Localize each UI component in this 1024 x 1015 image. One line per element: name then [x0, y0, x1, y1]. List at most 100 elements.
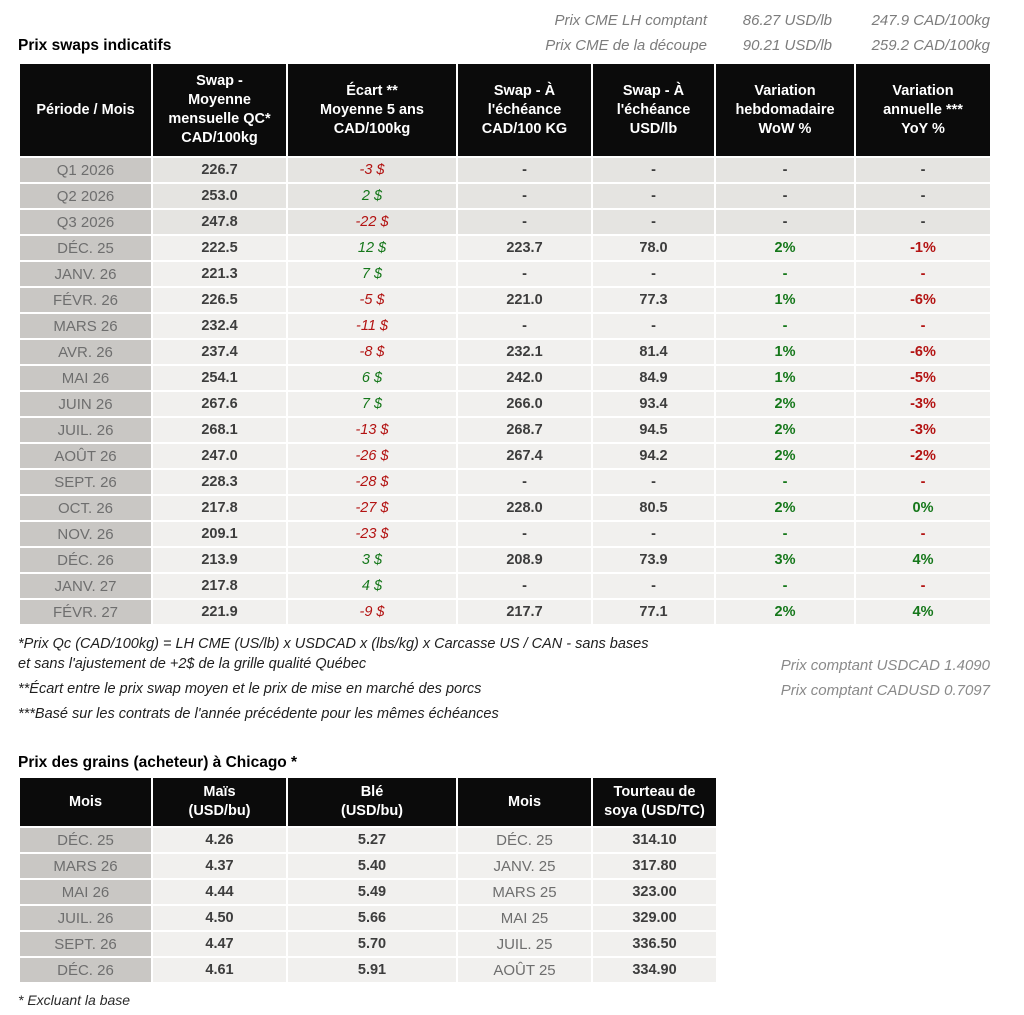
swap-avg-cell: 217.8: [151, 494, 288, 522]
mois-soya-cell: AOÛT 25: [456, 956, 593, 984]
swap-echeance-cad-cell: 208.9: [456, 546, 593, 574]
swap-avg-cell: 228.3: [151, 468, 288, 496]
column-header: Écart ** Moyenne 5 ans CAD/100kg: [286, 62, 458, 158]
swap-avg-cell: 237.4: [151, 338, 288, 366]
grains-header-row: Mois Maïs (USD/bu) Blé (USD/bu) Mois Tourtea…: [18, 776, 718, 828]
yoy-cell: -: [854, 312, 992, 340]
yoy-cell: -: [854, 520, 992, 548]
tourteau-cell: 314.10: [591, 826, 718, 854]
swaps-row: FÉVR. 27 221.9 -9 $217.7 77.1 2% 4%: [18, 598, 992, 626]
swap-echeance-usd-cell: 84.9: [591, 364, 716, 392]
column-header: Maïs (USD/bu): [151, 776, 288, 828]
swap-echeance-cad-cell: 267.4: [456, 442, 593, 470]
footnote-row-1: *Prix Qc (CAD/100kg) = LH CME (US/lb) x …: [18, 634, 990, 674]
spot-usdcad: Prix comptant USDCAD 1.4090: [780, 657, 990, 674]
swap-echeance-usd-cell: -: [591, 208, 716, 236]
swap-echeance-cad-cell: -: [456, 156, 593, 184]
column-header: Variation annuelle *** YoY %: [854, 62, 992, 158]
yoy-cell: -1%: [854, 234, 992, 262]
yoy-cell: -3%: [854, 416, 992, 444]
swap-echeance-cad-cell: 268.7: [456, 416, 593, 444]
ecart-cell: -8 $: [286, 338, 458, 366]
swaps-header-row: Période / Mois Swap - Moyenne mensuelle Q…: [18, 62, 992, 158]
grains-title: Prix des grains (acheteur) à Chicago *: [18, 754, 298, 771]
mois-cell: DÉC. 26: [18, 956, 153, 984]
wow-cell: 3%: [714, 546, 856, 574]
swap-echeance-cad-cell: 232.1: [456, 338, 593, 366]
cme-decoupe-usd-value: 90.21 USD/lb: [742, 37, 832, 54]
swap-echeance-cad-cell: -: [456, 520, 593, 548]
grains-row: SEPT. 26 4.47 5.70 JUIL. 25 336.50: [18, 930, 718, 958]
mois-soya-cell: DÉC. 25: [456, 826, 593, 854]
swap-echeance-usd-cell: -: [591, 520, 716, 548]
mais-cell: 4.44: [151, 878, 288, 906]
swaps-body: Q1 2026 226.7 -3 $ - - - - Q2 2026 253.0 2 $ - - - - Q…: [18, 156, 992, 626]
grains-base-note: * Excluant la base: [18, 992, 131, 1008]
ecart-cell: -5 $: [286, 286, 458, 314]
yoy-cell: -: [854, 182, 992, 210]
yoy-cell: 4%: [854, 598, 992, 626]
mois-cell: JUIL. 26: [18, 904, 153, 932]
wow-cell: 2%: [714, 390, 856, 418]
swap-avg-cell: 267.6: [151, 390, 288, 418]
period-cell: SEPT. 26: [18, 468, 153, 496]
tourteau-cell: 334.90: [591, 956, 718, 984]
column-header: Swap - À l'échéance CAD/100 KG: [456, 62, 593, 158]
footnote-row-2: **Écart entre le prix swap moyen et le p…: [18, 679, 990, 699]
ecart-cell: -27 $: [286, 494, 458, 522]
period-cell: Q3 2026: [18, 208, 153, 236]
swap-avg-cell: 254.1: [151, 364, 288, 392]
ble-cell: 5.66: [286, 904, 458, 932]
footnote-yoy: ***Basé sur les contrats de l'année préc…: [18, 706, 499, 722]
mois-soya-cell: JANV. 25: [456, 852, 593, 880]
grains-row: DÉC. 26 4.61 5.91 AOÛT 25 334.90: [18, 956, 718, 984]
swap-echeance-usd-cell: 81.4: [591, 338, 716, 366]
cme-lh-label: Prix CME LH comptant: [554, 12, 707, 29]
ecart-cell: -3 $: [286, 156, 458, 184]
period-cell: MARS 26: [18, 312, 153, 340]
ecart-cell: 7 $: [286, 390, 458, 418]
report-page: Prix CME LH comptant 86.27 USD/lb 247.9 …: [18, 0, 992, 1008]
ble-cell: 5.27: [286, 826, 458, 854]
footnote-price-formula: *Prix Qc (CAD/100kg) = LH CME (US/lb) x …: [18, 636, 649, 672]
mais-cell: 4.47: [151, 930, 288, 958]
swaps-row: JUIN 26 267.6 7 $266.0 93.4 2% -3%: [18, 390, 992, 418]
swaps-row: OCT. 26 217.8 -27 $228.0 80.5 2% 0%: [18, 494, 992, 522]
ecart-cell: -26 $: [286, 442, 458, 470]
wow-cell: -: [714, 312, 856, 340]
period-cell: NOV. 26: [18, 520, 153, 548]
swaps-row: MARS 26 232.4 -11 $ - - - -: [18, 312, 992, 340]
yoy-cell: -6%: [854, 286, 992, 314]
swaps-row: MAI 26 254.1 6 $242.0 84.9 1% -5%: [18, 364, 992, 392]
yoy-cell: -3%: [854, 390, 992, 418]
footnote-ecart: **Écart entre le prix swap moyen et le p…: [18, 681, 482, 697]
mais-cell: 4.37: [151, 852, 288, 880]
swap-avg-cell: 247.8: [151, 208, 288, 236]
grains-row: MAI 26 4.44 5.49 MARS 25 323.00: [18, 878, 718, 906]
period-cell: AVR. 26: [18, 338, 153, 366]
column-header: Swap - À l'échéance USD/lb: [591, 62, 716, 158]
period-cell: JANV. 26: [18, 260, 153, 288]
swaps-row: DÉC. 26 213.9 3 $208.9 73.9 3% 4%: [18, 546, 992, 574]
swap-echeance-usd-cell: -: [591, 182, 716, 210]
wow-cell: 1%: [714, 338, 856, 366]
swap-echeance-usd-cell: -: [591, 572, 716, 600]
swaps-row: Q2 2026 253.0 2 $ - - - -: [18, 182, 992, 210]
swap-avg-cell: 226.5: [151, 286, 288, 314]
period-cell: AOÛT 26: [18, 442, 153, 470]
swap-avg-cell: 232.4: [151, 312, 288, 340]
period-cell: DÉC. 25: [18, 234, 153, 262]
swap-avg-cell: 253.0: [151, 182, 288, 210]
grains-body: DÉC. 25 4.26 5.27 DÉC. 25 314.10 MARS 26 4.37 5…: [18, 826, 718, 984]
swap-echeance-cad-cell: 223.7: [456, 234, 593, 262]
period-cell: JUIL. 26: [18, 416, 153, 444]
period-cell: MAI 26: [18, 364, 153, 392]
swap-avg-cell: 222.5: [151, 234, 288, 262]
wow-cell: 2%: [714, 442, 856, 470]
period-cell: Q1 2026: [18, 156, 153, 184]
swap-echeance-cad-cell: -: [456, 182, 593, 210]
ecart-cell: 12 $: [286, 234, 458, 262]
ble-cell: 5.91: [286, 956, 458, 984]
swaps-row: NOV. 26 209.1 -23 $ - - - -: [18, 520, 992, 548]
swaps-row: JANV. 26 221.3 7 $ - - - -: [18, 260, 992, 288]
